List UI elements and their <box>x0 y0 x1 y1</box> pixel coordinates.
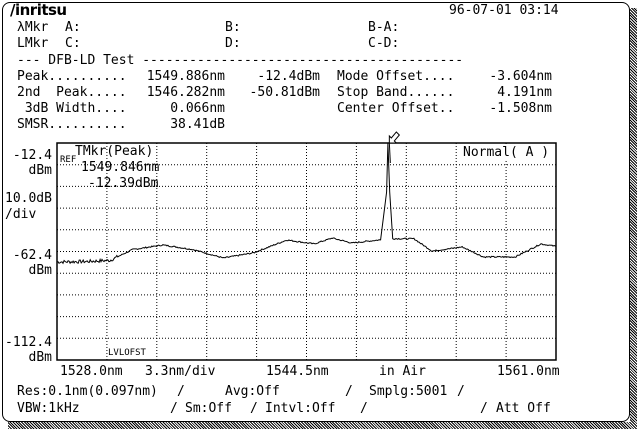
marker-wavelength: 1549.846nm <box>81 160 160 175</box>
attenuator-setting: Att Off <box>496 401 551 416</box>
separator: / <box>480 401 488 416</box>
x-scale: 3.3nm/div <box>145 364 216 379</box>
datetime: 96-07-01 03:14 <box>449 3 559 18</box>
scale-unit: /div <box>5 207 37 222</box>
spectrum-trace <box>56 142 557 265</box>
mid-unit: dBm <box>28 263 52 278</box>
marker-cd-label: C-D: <box>368 36 400 51</box>
result-label-2: Stop Band...... <box>337 85 455 100</box>
average-setting: Avg:Off <box>225 384 280 399</box>
marker-ba-label: B-A: <box>368 20 400 35</box>
result-label-2: Mode Offset.... <box>337 69 455 84</box>
sampling-setting: Smplg:5001 <box>369 384 448 399</box>
mid-level: -62.4 <box>12 248 52 263</box>
scale-value: 10.0dB <box>5 191 52 206</box>
bottom-level: -112.4 <box>5 335 52 350</box>
ref-unit: dBm <box>28 163 52 178</box>
vbw-setting: VBW:1kHz <box>17 401 80 416</box>
result-label-2: Center Offset.. <box>337 101 455 116</box>
ref-tag: REF <box>60 155 77 165</box>
result-wavelength: 1549.886nm <box>146 69 225 84</box>
window-shadow-right <box>630 8 637 426</box>
result-value-2: -3.604nm <box>489 69 552 84</box>
result-level: -12.4dBm <box>257 69 320 84</box>
separator: / <box>177 384 185 399</box>
separator: / <box>457 384 465 399</box>
result-value-2: 4.191nm <box>497 85 552 100</box>
result-label: 2nd Peak..... <box>17 85 127 100</box>
trace-mode: Normal( A ) <box>463 145 550 160</box>
x-center: 1544.5nm <box>266 364 329 379</box>
peak-marker-line <box>388 142 391 164</box>
marker-b-label: B: <box>225 20 241 35</box>
x-stop: 1561.0nm <box>497 364 560 379</box>
result-label: Peak.......... <box>17 69 127 84</box>
result-label: SMSR.......... <box>17 117 127 132</box>
result-value-2: -1.508nm <box>489 101 552 116</box>
plot-border <box>56 142 557 361</box>
smoothing-setting: Sm:Off <box>185 401 232 416</box>
wavelength-marker-label: λMkr <box>17 20 49 35</box>
interval-setting: Intvl:Off <box>265 401 336 416</box>
marker-c-label: C: <box>65 36 81 51</box>
x-start: 1528.0nm <box>60 364 123 379</box>
marker-title: TMkr(Peak) <box>75 144 154 159</box>
result-wavelength: 38.41dB <box>170 117 225 132</box>
level-offset-tag: LVLOFST <box>108 348 146 358</box>
result-label: 3dB Width.... <box>17 101 127 116</box>
medium: in Air <box>379 364 426 379</box>
window-shadow-bottom <box>8 422 637 429</box>
marker-a-label: A: <box>65 20 81 35</box>
separator: / <box>170 401 178 416</box>
separator: / <box>345 384 353 399</box>
ref-level: -12.4 <box>12 148 52 163</box>
anritsu-logo: /inritsu <box>10 1 67 19</box>
marker-d-label: D: <box>225 36 241 51</box>
level-marker-label: LMkr <box>17 36 49 51</box>
result-wavelength: 1546.282nm <box>146 85 225 100</box>
marker-level: -12.39dBm <box>88 176 159 191</box>
peak-marker-arrow-icon <box>388 131 401 144</box>
bottom-unit: dBm <box>28 350 52 365</box>
resolution-setting: Res:0.1nm(0.097nm) <box>17 384 158 399</box>
separator: / <box>360 401 368 416</box>
test-title: --- DFB-LD Test ------------------------… <box>17 53 464 68</box>
result-wavelength: 0.066nm <box>170 101 225 116</box>
result-level: -50.81dBm <box>249 85 320 100</box>
separator: / <box>250 401 258 416</box>
